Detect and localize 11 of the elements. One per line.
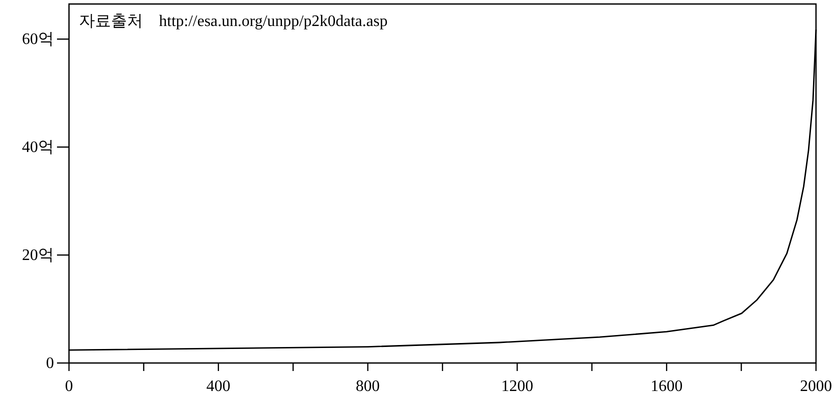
x-tick-label: 2000 — [800, 378, 832, 395]
y-tick-label: 20억 — [22, 247, 54, 264]
y-tick-label: 60억 — [22, 31, 54, 48]
y-tick-label: 0 — [46, 355, 54, 372]
x-tick-label: 1600 — [650, 378, 683, 395]
y-tick-label: 40억 — [22, 139, 54, 156]
x-tick-label: 1200 — [501, 378, 534, 395]
annotation: 자료출처 http://esa.un.org/unpp/p2k0data.asp — [79, 13, 388, 30]
x-tick-label: 0 — [65, 378, 73, 395]
x-tick-label: 800 — [356, 378, 380, 395]
x-tick-label: 400 — [206, 378, 230, 395]
